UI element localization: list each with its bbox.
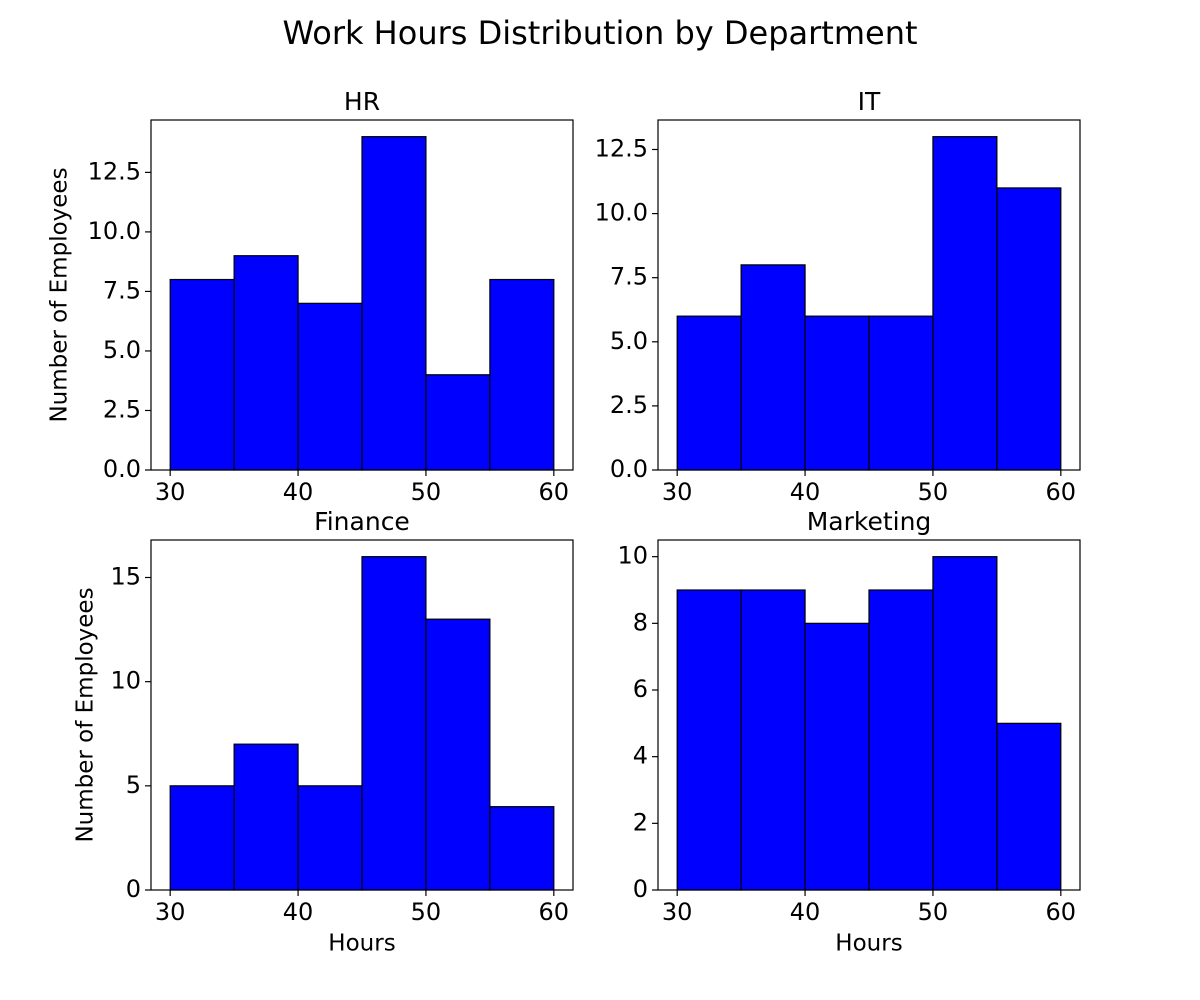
axes-frame: [657, 119, 1081, 471]
x-tick-label: 60: [1046, 898, 1077, 926]
y-tick-label: 2.5: [610, 391, 648, 419]
axes-frame: [150, 539, 574, 891]
subplot-title: HR: [344, 87, 380, 116]
y-tick-label: 10.0: [88, 217, 141, 245]
bar: [297, 785, 363, 891]
x-tick-label: 60: [1046, 478, 1077, 506]
y-tick-label: 8: [633, 608, 648, 636]
y-tick-label: 10: [110, 667, 141, 695]
x-tick-label: 60: [539, 478, 570, 506]
x-tick-label: 40: [283, 898, 314, 926]
axes-frame: [657, 539, 1081, 891]
bar: [676, 315, 742, 471]
y-tick-label: 7.5: [610, 263, 648, 291]
y-tick-label: 12.5: [595, 134, 648, 162]
subplot-title: IT: [858, 87, 881, 116]
y-tick-label: 0.0: [103, 455, 141, 483]
x-tick-label: 60: [539, 898, 570, 926]
y-tick-label: 7.5: [103, 276, 141, 304]
x-tick-label: 50: [411, 478, 442, 506]
axes-frame: [150, 119, 574, 471]
bar: [740, 264, 806, 471]
bar: [996, 722, 1062, 891]
y-tick-label: 10.0: [595, 199, 648, 227]
bar: [740, 589, 806, 891]
bar: [169, 278, 235, 471]
x-tick-label: 40: [790, 898, 821, 926]
bar: [932, 556, 998, 891]
bar: [233, 743, 299, 891]
y-axis-label: Number of Employees: [47, 167, 73, 422]
y-tick-label: 4: [633, 742, 648, 770]
x-axis-label: Hours: [835, 931, 902, 957]
y-tick-label: 2.5: [103, 395, 141, 423]
x-tick-label: 30: [662, 898, 693, 926]
bar: [932, 136, 998, 471]
bar: [425, 374, 491, 471]
subplot-title: Marketing: [807, 507, 932, 536]
x-axis-label: Hours: [328, 931, 395, 957]
bar: [169, 785, 235, 891]
x-tick-label: 30: [662, 478, 693, 506]
bar: [676, 589, 742, 891]
bar: [804, 315, 870, 471]
bar: [425, 618, 491, 891]
y-tick-label: 6: [633, 675, 648, 703]
y-tick-label: 12.5: [88, 157, 141, 185]
bar: [996, 187, 1062, 471]
y-tick-label: 5.0: [610, 327, 648, 355]
bar: [233, 255, 299, 471]
x-tick-label: 30: [155, 898, 186, 926]
y-tick-label: 2: [633, 808, 648, 836]
bar: [868, 315, 934, 471]
x-tick-label: 50: [918, 898, 949, 926]
y-tick-label: 10: [617, 542, 648, 570]
y-axis-label: Number of Employees: [73, 587, 99, 842]
y-tick-label: 5: [126, 771, 141, 799]
bar: [297, 302, 363, 471]
y-tick-label: 15: [110, 563, 141, 591]
x-tick-label: 40: [283, 478, 314, 506]
bar: [361, 136, 427, 471]
x-tick-label: 50: [918, 478, 949, 506]
y-tick-label: 0: [633, 875, 648, 903]
y-tick-label: 5.0: [103, 336, 141, 364]
y-tick-label: 0: [126, 875, 141, 903]
bar: [868, 589, 934, 891]
bar: [804, 622, 870, 891]
figure-title: Work Hours Distribution by Department: [282, 14, 917, 52]
bar: [489, 806, 555, 891]
subplot-title: Finance: [314, 507, 410, 536]
x-tick-label: 50: [411, 898, 442, 926]
bar: [489, 278, 555, 471]
x-tick-label: 30: [155, 478, 186, 506]
y-tick-label: 0.0: [610, 455, 648, 483]
x-tick-label: 40: [790, 478, 821, 506]
bar: [361, 556, 427, 891]
